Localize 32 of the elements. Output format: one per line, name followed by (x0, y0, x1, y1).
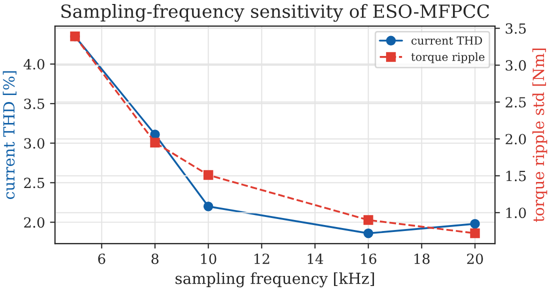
point (363, 228, 374, 238)
legend-label: current THD (411, 36, 482, 45)
point (363, 215, 374, 225)
x-tick-label: 16 (361, 254, 376, 264)
y-axis-title: current THD [%] (2, 71, 16, 200)
y-tick-label: 2.0 (24, 217, 44, 228)
y2-tick-label: 1.5 (506, 170, 526, 182)
legend-label: torque ripple (411, 52, 484, 64)
point (470, 218, 480, 229)
x-tick-label: 12 (254, 254, 270, 264)
x-tick-label: 18 (414, 254, 430, 264)
y-tick-label: 2.5 (24, 178, 44, 188)
y2-tick-label: 2.0 (506, 134, 526, 144)
x-tick-label: 14 (308, 254, 324, 264)
x-tick-label: 6 (98, 254, 106, 264)
y2-tick-label: 1.0 (506, 208, 526, 218)
point (203, 170, 214, 180)
y2-tick-label: 3.0 (506, 60, 526, 71)
x-tick-label: 10 (201, 254, 216, 264)
y2-tick-label: 2.5 (506, 97, 526, 108)
point (150, 138, 160, 148)
y-tick-label: 4.0 (24, 59, 44, 70)
y2-axis-title: torque ripple std [Nm] (532, 48, 548, 222)
chart-title: Sampling-frequency sensitivity of ESO-MFPCC (61, 4, 490, 22)
y-tick-label: 3.5 (24, 98, 44, 110)
x-tick-label: 20 (467, 254, 483, 264)
point (203, 202, 214, 212)
y2-tick-label: 3.5 (506, 23, 526, 34)
point (470, 228, 480, 238)
y-tick-label: 3.0 (24, 138, 44, 149)
x-axis-title: sampling frequency [kHz] (176, 272, 374, 288)
x-tick-label: 8 (152, 254, 158, 264)
